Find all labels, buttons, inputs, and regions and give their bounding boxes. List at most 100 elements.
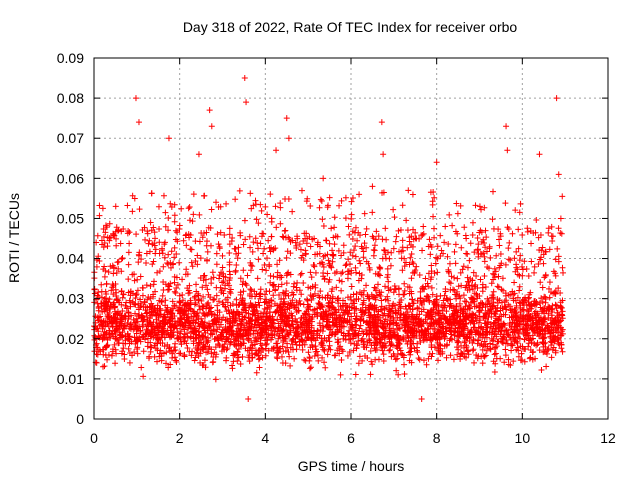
data-point [93,359,100,366]
data-point [524,329,531,336]
data-point [187,333,194,340]
data-point [223,346,230,353]
data-point [294,279,301,286]
data-point [122,333,129,340]
data-point [195,151,202,158]
data-point [211,311,218,318]
data-point [492,326,499,333]
data-point [300,301,307,308]
data-point [233,314,240,321]
data-point [379,236,386,243]
data-point [431,234,438,241]
data-point [277,220,284,227]
data-point [366,264,373,271]
data-point [147,319,154,326]
data-point [346,231,353,238]
data-point [122,313,129,320]
data-point [338,252,345,259]
data-point [205,304,212,311]
data-point [441,239,448,246]
data-point [484,321,491,328]
data-point [554,245,561,252]
data-point [445,268,452,275]
data-point [557,290,564,297]
data-point [243,282,250,289]
data-point [287,329,294,336]
data-point [526,301,533,308]
data-point [517,304,524,311]
data-point [321,359,328,366]
data-point [527,228,534,235]
data-point [428,274,435,281]
data-point [260,324,267,331]
data-point [203,305,210,312]
data-point [264,255,271,262]
y-axis-title: ROTI / TECUs [6,193,22,283]
data-point [247,300,254,307]
data-point [368,342,375,349]
data-point [186,217,193,224]
data-point [135,119,142,126]
data-point [181,326,188,333]
data-point [257,240,264,247]
data-point [126,229,133,236]
data-point [380,330,387,337]
data-point [209,331,216,338]
data-point [384,293,391,300]
data-point [425,243,432,250]
data-point [252,235,259,242]
data-point [171,218,178,225]
data-point [329,247,336,254]
data-point [344,275,351,282]
data-point [452,241,459,248]
data-point [549,346,556,353]
data-point [349,331,356,338]
data-point [331,214,338,221]
data-point [338,319,345,326]
data-point [411,327,418,334]
data-point [559,326,566,333]
data-point [537,256,544,263]
data-point [295,323,302,330]
data-point [274,302,281,309]
data-point [263,340,270,347]
data-point [176,259,183,266]
data-point [420,223,427,230]
data-point [462,303,469,310]
data-point [216,324,223,331]
data-point [559,315,566,322]
data-point [227,290,234,297]
data-point [541,327,548,334]
data-point [162,302,169,309]
data-point [101,239,108,246]
data-point [537,279,544,286]
data-point [360,338,367,345]
data-point [194,252,201,259]
data-point [120,225,127,232]
data-point [496,236,503,243]
data-point [407,337,414,344]
data-point [265,302,272,309]
data-point [268,324,275,331]
data-point [287,250,294,257]
data-point [99,241,106,248]
data-point [186,320,193,327]
data-point [515,347,522,354]
data-point [252,197,259,204]
data-point [235,334,242,341]
data-point [109,317,116,324]
data-point [215,204,222,211]
data-point [495,273,502,280]
data-point [422,283,429,290]
data-point [165,135,172,142]
data-point [352,224,359,231]
data-point [326,318,333,325]
data-point [365,304,372,311]
data-point [311,306,318,313]
data-point [461,298,468,305]
data-point [316,204,323,211]
data-point [144,343,151,350]
data-point [416,329,423,336]
data-point [404,227,411,234]
data-point [488,280,495,287]
